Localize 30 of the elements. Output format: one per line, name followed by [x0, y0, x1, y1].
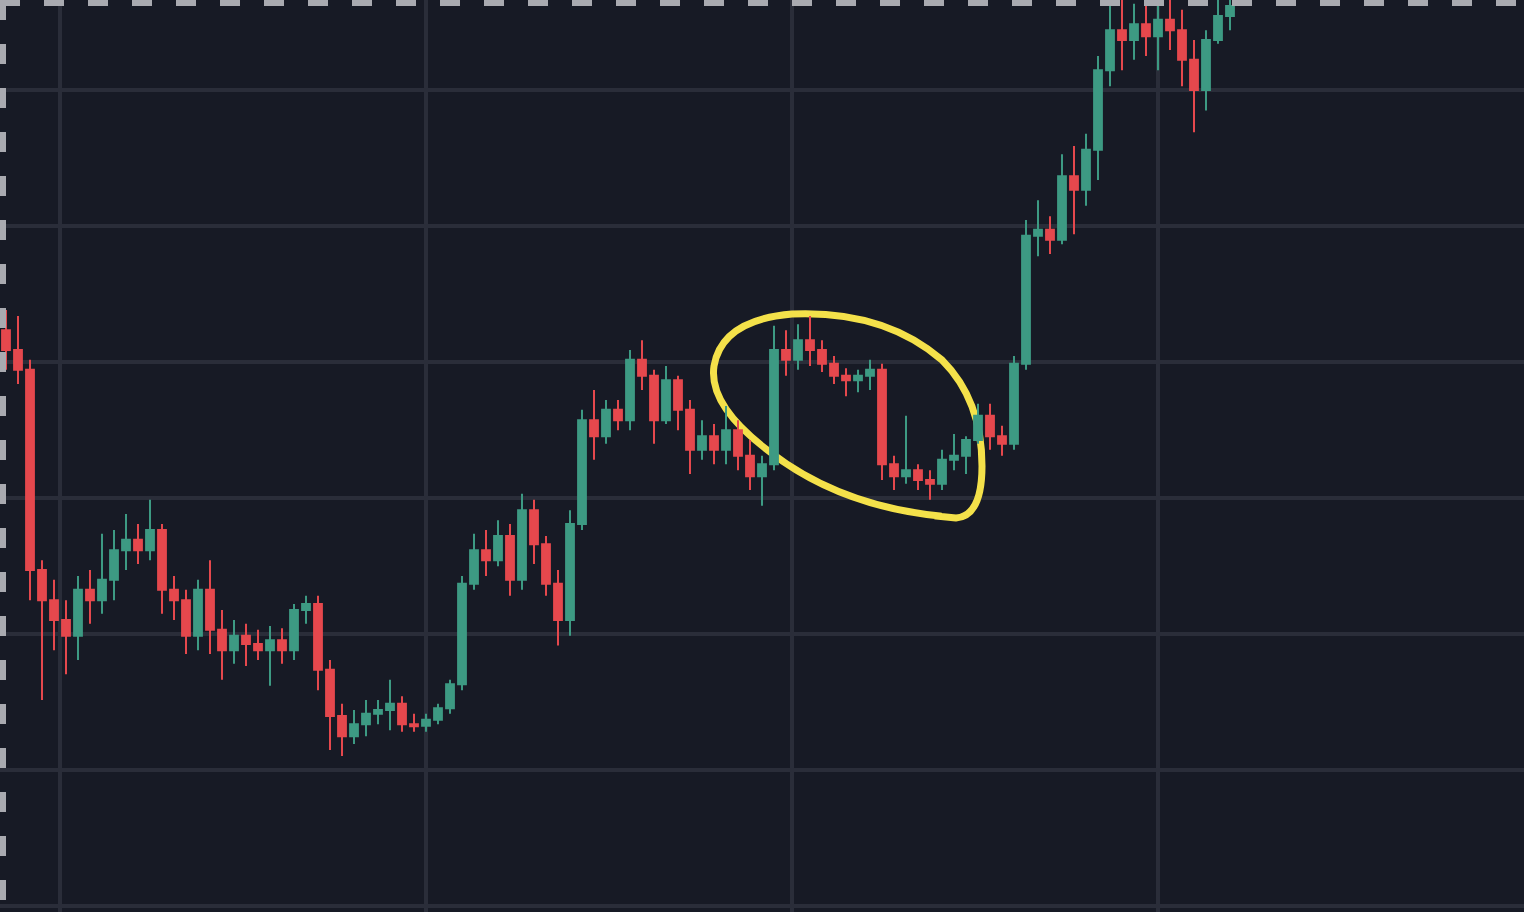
candlestick [1069, 144, 1079, 236]
candlestick [505, 522, 515, 597]
candlestick [1057, 153, 1067, 246]
candlestick [709, 423, 719, 466]
candlestick [721, 404, 731, 466]
candlestick [1153, 0, 1163, 72]
candlestick [697, 419, 707, 461]
candlestick [625, 349, 635, 432]
candlestick [145, 498, 155, 562]
candlestick [781, 329, 791, 377]
candlestick [901, 414, 911, 485]
candlestick [493, 519, 503, 568]
candlestick [1129, 2, 1139, 61]
candlestick [73, 575, 83, 661]
candlestick [265, 624, 275, 687]
candlestick [613, 398, 623, 432]
candlestick [481, 528, 491, 578]
candlestick [277, 627, 287, 665]
candlestick [229, 618, 239, 665]
candlestick [133, 522, 143, 565]
candlestick [85, 569, 95, 625]
candlestick [601, 398, 611, 445]
candlestick [589, 389, 599, 461]
candlestick [193, 578, 203, 652]
candlestick [793, 323, 803, 371]
candlestick [517, 492, 527, 591]
candlestick [661, 364, 671, 426]
candlestick [1141, 0, 1151, 57]
candlestick [1117, 0, 1127, 72]
candlestick [1045, 215, 1055, 256]
